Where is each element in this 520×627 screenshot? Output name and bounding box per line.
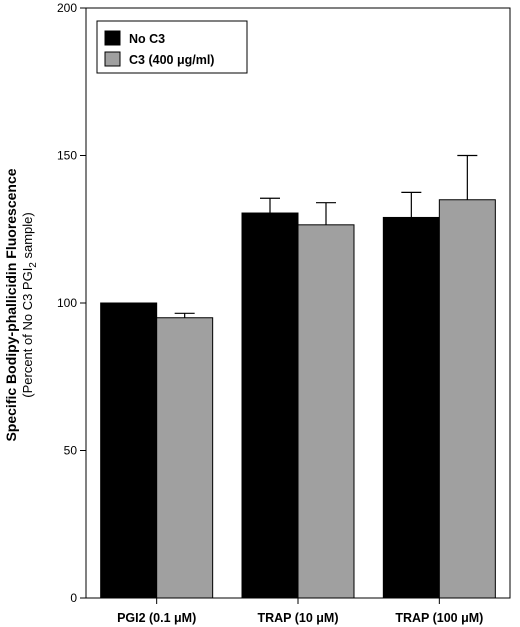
- y-axis-sublabel-part-1: (Percent of No C3 PGI: [20, 268, 35, 398]
- x-tick-label: TRAP (100 μM): [395, 611, 483, 625]
- y-tick-label: 50: [64, 444, 78, 458]
- legend-label-no-c3: No C3: [129, 32, 165, 46]
- legend-swatch-no-c3: [104, 30, 121, 46]
- bar-c3: [156, 317, 214, 599]
- bar-no-c3: [100, 302, 158, 599]
- y-axis-label: Specific Bodipy-phallicidin Fluorescence: [3, 168, 19, 441]
- x-tick-label: TRAP (10 μM): [257, 611, 338, 625]
- bar-no-c3: [382, 216, 440, 599]
- x-tick-label: PGI2 (0.1 μM): [117, 611, 196, 625]
- bars: [100, 154, 496, 599]
- y-axis-sublabel-part-2: sample): [20, 212, 35, 262]
- bar-no-c3: [241, 212, 299, 599]
- y-axis-sublabel: (Percent of No C3 PGI2 sample): [20, 212, 39, 397]
- y-tick-label: 150: [57, 149, 77, 163]
- y-tick-label: 0: [70, 591, 77, 605]
- y-axis-title: Specific Bodipy-phallicidin Fluorescence…: [3, 168, 39, 441]
- legend-swatch-c3: [104, 51, 121, 67]
- legend-label-c3: C3 (400 μg/ml): [129, 53, 214, 67]
- legend: No C3 C3 (400 μg/ml): [96, 20, 248, 74]
- legend-frame: [96, 20, 248, 74]
- y-axis-sublabel-subscript: 2: [28, 262, 39, 268]
- y-tick-label: 200: [57, 1, 77, 15]
- y-tick-label: 100: [57, 296, 77, 310]
- bar-c3: [438, 199, 496, 599]
- bar-c3: [297, 224, 355, 599]
